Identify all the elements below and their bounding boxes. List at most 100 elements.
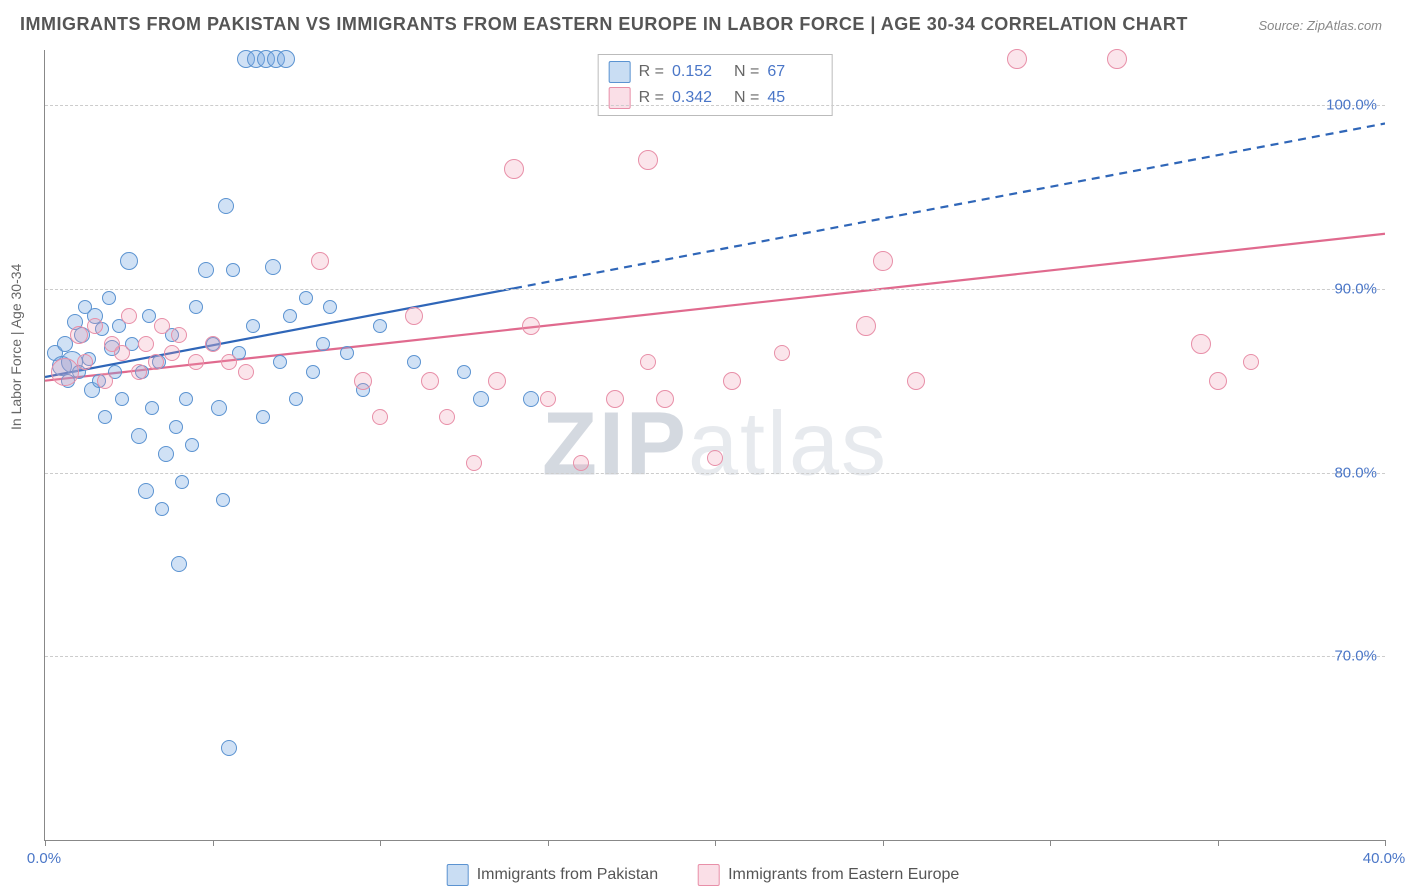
data-point-eastern_europe — [87, 318, 103, 334]
data-point-pakistan — [189, 300, 203, 314]
n-label: N = — [734, 63, 759, 81]
data-point-pakistan — [142, 309, 156, 323]
data-point-pakistan — [179, 392, 193, 406]
data-point-pakistan — [131, 428, 147, 444]
data-point-eastern_europe — [238, 364, 254, 380]
data-point-eastern_europe — [1107, 49, 1127, 69]
legend-row-pakistan: R = 0.152 N = 67 — [609, 59, 822, 85]
data-point-pakistan — [198, 262, 214, 278]
trendline-eastern_europe — [45, 234, 1385, 381]
data-point-eastern_europe — [154, 318, 170, 334]
data-point-pakistan — [256, 410, 270, 424]
gridline-h — [45, 473, 1385, 474]
xtick — [548, 840, 549, 846]
data-point-pakistan — [277, 50, 295, 68]
data-point-pakistan — [265, 259, 281, 275]
data-point-pakistan — [138, 483, 154, 499]
source-label: Source: ZipAtlas.com — [1258, 18, 1382, 33]
data-point-pakistan — [102, 291, 116, 305]
data-point-eastern_europe — [221, 354, 237, 370]
legend-label: Immigrants from Eastern Europe — [728, 866, 959, 884]
r-value: 0.152 — [672, 63, 726, 81]
data-point-eastern_europe — [1007, 49, 1027, 69]
data-point-eastern_europe — [504, 159, 524, 179]
data-point-eastern_europe — [540, 391, 556, 407]
data-point-pakistan — [306, 365, 320, 379]
xtick-label: 40.0% — [1363, 850, 1406, 867]
n-value: 67 — [767, 63, 821, 81]
data-point-pakistan — [158, 446, 174, 462]
data-point-eastern_europe — [131, 364, 147, 380]
data-point-eastern_europe — [121, 308, 137, 324]
data-point-pakistan — [299, 291, 313, 305]
data-point-pakistan — [211, 400, 227, 416]
data-point-eastern_europe — [466, 455, 482, 471]
data-point-eastern_europe — [522, 317, 540, 335]
data-point-pakistan — [323, 300, 337, 314]
xtick — [715, 840, 716, 846]
ytick-label: 80.0% — [1334, 464, 1377, 481]
data-point-pakistan — [155, 502, 169, 516]
data-point-eastern_europe — [354, 372, 372, 390]
data-point-eastern_europe — [488, 372, 506, 390]
legend-item-eastern-europe: Immigrants from Eastern Europe — [698, 864, 959, 886]
data-point-pakistan — [340, 346, 354, 360]
chart-title: IMMIGRANTS FROM PAKISTAN VS IMMIGRANTS F… — [20, 14, 1188, 35]
data-point-eastern_europe — [70, 326, 88, 344]
data-point-eastern_europe — [1243, 354, 1259, 370]
data-point-eastern_europe — [774, 345, 790, 361]
data-point-eastern_europe — [723, 372, 741, 390]
data-point-eastern_europe — [606, 390, 624, 408]
data-point-eastern_europe — [856, 316, 876, 336]
data-point-eastern_europe — [707, 450, 723, 466]
data-point-pakistan — [457, 365, 471, 379]
data-point-eastern_europe — [311, 252, 329, 270]
data-point-eastern_europe — [372, 409, 388, 425]
data-point-eastern_europe — [164, 345, 180, 361]
data-point-eastern_europe — [171, 327, 187, 343]
xtick — [1385, 840, 1386, 846]
ytick-label: 90.0% — [1334, 280, 1377, 297]
swatch-pink — [698, 864, 720, 886]
data-point-eastern_europe — [656, 390, 674, 408]
gridline-h — [45, 656, 1385, 657]
data-point-eastern_europe — [97, 373, 113, 389]
data-point-eastern_europe — [188, 354, 204, 370]
xtick — [883, 840, 884, 846]
xtick — [45, 840, 46, 846]
xtick — [213, 840, 214, 846]
swatch-blue — [609, 61, 631, 83]
data-point-eastern_europe — [114, 345, 130, 361]
y-axis-label: In Labor Force | Age 30-34 — [8, 264, 24, 430]
data-point-eastern_europe — [1191, 334, 1211, 354]
r-label: R = — [639, 63, 664, 81]
data-point-pakistan — [169, 420, 183, 434]
ytick-label: 70.0% — [1334, 648, 1377, 665]
gridline-h — [45, 105, 1385, 106]
data-point-pakistan — [373, 319, 387, 333]
data-point-pakistan — [226, 263, 240, 277]
data-point-eastern_europe — [148, 354, 164, 370]
data-point-eastern_europe — [873, 251, 893, 271]
gridline-h — [45, 289, 1385, 290]
data-point-pakistan — [145, 401, 159, 415]
xtick — [1218, 840, 1219, 846]
trend-lines — [45, 50, 1385, 840]
xtick — [380, 840, 381, 846]
data-point-eastern_europe — [439, 409, 455, 425]
data-point-pakistan — [216, 493, 230, 507]
data-point-eastern_europe — [1209, 372, 1227, 390]
ytick-label: 100.0% — [1326, 97, 1377, 114]
data-point-pakistan — [171, 556, 187, 572]
data-point-pakistan — [120, 252, 138, 270]
xtick-label: 0.0% — [27, 850, 61, 867]
data-point-pakistan — [175, 475, 189, 489]
data-point-pakistan — [98, 410, 112, 424]
data-point-pakistan — [218, 198, 234, 214]
data-point-pakistan — [246, 319, 260, 333]
data-point-pakistan — [273, 355, 287, 369]
xtick — [1050, 840, 1051, 846]
trendline-pakistan-extrapolated — [514, 123, 1385, 288]
data-point-pakistan — [115, 392, 129, 406]
legend-item-pakistan: Immigrants from Pakistan — [447, 864, 658, 886]
